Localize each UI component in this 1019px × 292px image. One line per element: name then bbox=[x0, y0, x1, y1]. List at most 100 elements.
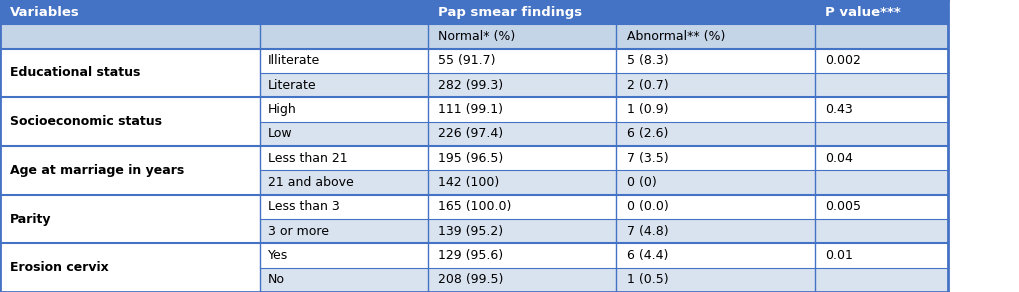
Bar bbox=[815, 219, 948, 243]
Bar bbox=[815, 49, 948, 73]
Text: 55 (91.7): 55 (91.7) bbox=[438, 54, 495, 67]
Text: 3 or more: 3 or more bbox=[268, 225, 329, 238]
Bar bbox=[0, 49, 260, 97]
Text: 6 (4.4): 6 (4.4) bbox=[627, 249, 668, 262]
Text: Educational status: Educational status bbox=[10, 67, 141, 79]
Text: Less than 21: Less than 21 bbox=[268, 152, 347, 165]
Text: Low: Low bbox=[268, 127, 292, 140]
Bar bbox=[0, 146, 260, 170]
Bar bbox=[260, 195, 428, 219]
Text: 129 (95.6): 129 (95.6) bbox=[438, 249, 503, 262]
Bar bbox=[260, 219, 428, 243]
Text: P value***: P value*** bbox=[825, 6, 901, 19]
Bar bbox=[815, 170, 948, 195]
Text: 1 (0.9): 1 (0.9) bbox=[627, 103, 668, 116]
Text: 282 (99.3): 282 (99.3) bbox=[438, 79, 503, 92]
Text: 0 (0): 0 (0) bbox=[627, 176, 656, 189]
Text: 0.005: 0.005 bbox=[825, 200, 861, 213]
Bar bbox=[616, 97, 815, 122]
Text: Age at marriage in years: Age at marriage in years bbox=[10, 164, 184, 177]
Bar bbox=[815, 195, 948, 219]
Bar bbox=[616, 219, 815, 243]
Bar bbox=[0, 219, 260, 243]
Bar bbox=[0, 49, 260, 73]
Text: 0.04: 0.04 bbox=[825, 152, 853, 165]
Bar bbox=[0, 97, 260, 122]
Bar bbox=[616, 73, 815, 97]
Text: 142 (100): 142 (100) bbox=[438, 176, 499, 189]
Bar bbox=[428, 0, 815, 24]
Bar bbox=[428, 195, 616, 219]
Bar bbox=[260, 146, 428, 170]
Bar bbox=[0, 243, 260, 268]
Bar bbox=[260, 0, 428, 24]
Bar bbox=[260, 243, 428, 268]
Text: 111 (99.1): 111 (99.1) bbox=[438, 103, 503, 116]
Bar bbox=[815, 73, 948, 97]
Bar bbox=[616, 195, 815, 219]
Bar bbox=[815, 97, 948, 122]
Bar bbox=[0, 170, 260, 195]
Text: 165 (100.0): 165 (100.0) bbox=[438, 200, 512, 213]
Text: 1 (0.5): 1 (0.5) bbox=[627, 273, 668, 286]
Bar bbox=[0, 243, 260, 292]
Bar bbox=[0, 268, 260, 292]
Bar bbox=[815, 0, 948, 24]
Text: High: High bbox=[268, 103, 297, 116]
Bar bbox=[260, 24, 428, 49]
Bar bbox=[428, 146, 616, 170]
Bar bbox=[616, 49, 815, 73]
Bar bbox=[616, 170, 815, 195]
Bar bbox=[428, 219, 616, 243]
Text: Pap smear findings: Pap smear findings bbox=[438, 6, 582, 19]
Bar bbox=[428, 97, 616, 122]
Bar bbox=[0, 146, 260, 195]
Bar bbox=[616, 146, 815, 170]
Text: 208 (99.5): 208 (99.5) bbox=[438, 273, 503, 286]
Bar bbox=[428, 268, 616, 292]
Bar bbox=[428, 243, 616, 268]
Text: 2 (0.7): 2 (0.7) bbox=[627, 79, 668, 92]
Text: 6 (2.6): 6 (2.6) bbox=[627, 127, 668, 140]
Text: Variables: Variables bbox=[10, 6, 79, 19]
Text: 0.01: 0.01 bbox=[825, 249, 853, 262]
Text: Socioeconomic status: Socioeconomic status bbox=[10, 115, 162, 128]
Text: 7 (4.8): 7 (4.8) bbox=[627, 225, 668, 238]
Bar bbox=[260, 268, 428, 292]
Text: 139 (95.2): 139 (95.2) bbox=[438, 225, 503, 238]
Bar bbox=[260, 97, 428, 122]
Text: 7 (3.5): 7 (3.5) bbox=[627, 152, 668, 165]
Bar bbox=[0, 122, 260, 146]
Bar bbox=[815, 24, 948, 49]
Bar bbox=[428, 24, 616, 49]
Bar bbox=[0, 73, 260, 97]
Bar bbox=[428, 170, 616, 195]
Bar bbox=[428, 122, 616, 146]
Bar bbox=[428, 73, 616, 97]
Text: Abnormal** (%): Abnormal** (%) bbox=[627, 30, 726, 43]
Text: Literate: Literate bbox=[268, 79, 317, 92]
Text: Less than 3: Less than 3 bbox=[268, 200, 339, 213]
Text: 0.002: 0.002 bbox=[825, 54, 861, 67]
Text: 226 (97.4): 226 (97.4) bbox=[438, 127, 503, 140]
Text: Normal* (%): Normal* (%) bbox=[438, 30, 516, 43]
Bar bbox=[815, 146, 948, 170]
Text: 5 (8.3): 5 (8.3) bbox=[627, 54, 668, 67]
Bar bbox=[0, 195, 260, 243]
Bar bbox=[428, 49, 616, 73]
Bar bbox=[0, 97, 260, 146]
Bar bbox=[0, 195, 260, 219]
Bar bbox=[815, 122, 948, 146]
Bar bbox=[616, 24, 815, 49]
Text: Erosion cervix: Erosion cervix bbox=[10, 261, 109, 274]
Bar bbox=[260, 49, 428, 73]
Text: Yes: Yes bbox=[268, 249, 288, 262]
Text: 21 and above: 21 and above bbox=[268, 176, 354, 189]
Bar bbox=[815, 268, 948, 292]
Text: Illiterate: Illiterate bbox=[268, 54, 320, 67]
Text: 0 (0.0): 0 (0.0) bbox=[627, 200, 668, 213]
Bar bbox=[815, 243, 948, 268]
Bar bbox=[0, 0, 260, 24]
Text: Parity: Parity bbox=[10, 213, 52, 225]
Text: 0.43: 0.43 bbox=[825, 103, 853, 116]
